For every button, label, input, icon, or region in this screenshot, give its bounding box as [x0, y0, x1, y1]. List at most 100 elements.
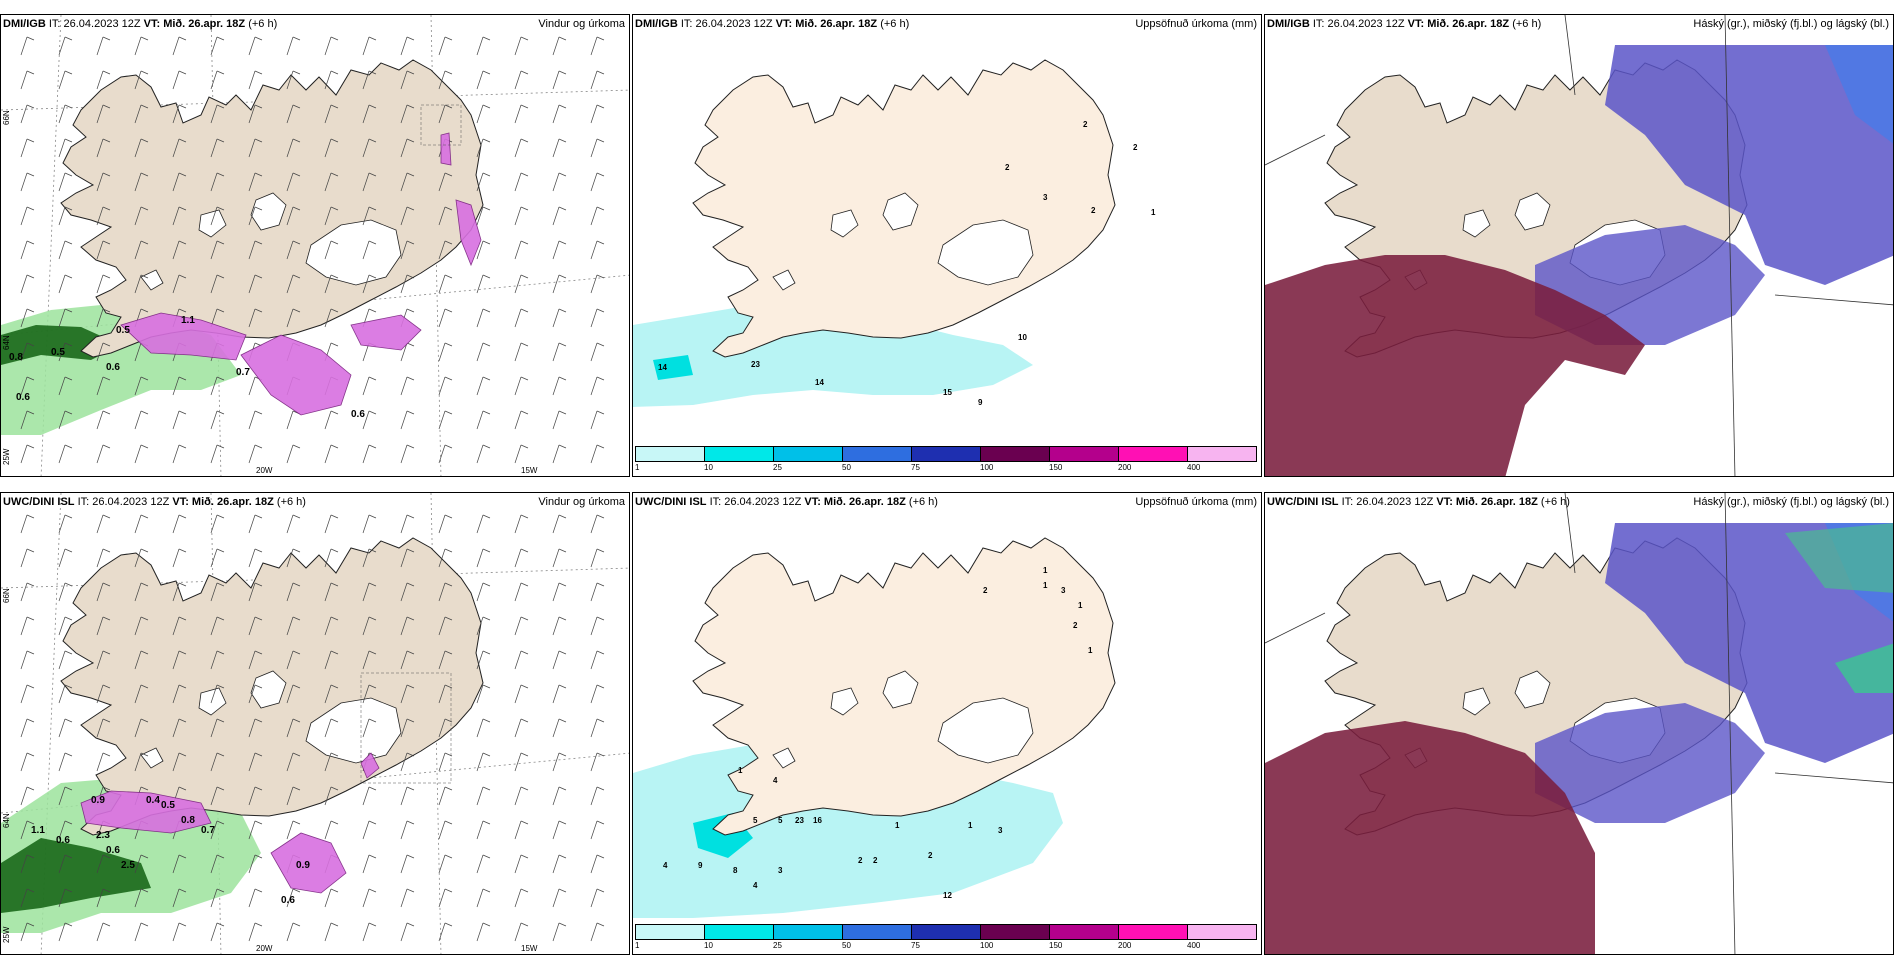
wind-barb	[590, 582, 605, 602]
wind-barb	[286, 752, 301, 772]
wind-barb	[20, 922, 35, 942]
precip-area-10	[653, 355, 693, 380]
panel-header: DMI/IGB IT: 26.04.2023 12Z VT: Mið. 26.a…	[635, 18, 910, 30]
boundary-line	[1774, 772, 1893, 784]
wind-barb	[58, 650, 73, 670]
wind-barb	[324, 206, 339, 226]
wind-barb	[248, 718, 263, 738]
wind-barb	[590, 786, 605, 806]
wind-barb	[286, 922, 301, 942]
wind-barb	[20, 514, 35, 534]
glacier	[1514, 192, 1551, 231]
value-label: 1	[895, 821, 900, 830]
wind-barb	[58, 240, 73, 260]
wind-barb	[96, 616, 111, 636]
wind-barb	[476, 548, 491, 568]
wind-barb	[96, 274, 111, 294]
wind-barb	[20, 786, 35, 806]
wind-barb	[96, 70, 111, 90]
wind-barb	[286, 582, 301, 602]
legend-label: 10	[704, 941, 713, 950]
wind-barb	[20, 444, 35, 464]
wind-barb	[476, 70, 491, 90]
wind-barb	[172, 888, 187, 908]
wind-barb	[134, 36, 149, 56]
legend-label: 25	[773, 463, 782, 472]
wind-barb	[552, 752, 567, 772]
wind-barb	[324, 308, 339, 328]
wind-barb	[286, 514, 301, 534]
wind-barb	[324, 70, 339, 90]
wind-barb	[58, 36, 73, 56]
boundary-line	[1265, 612, 1326, 644]
value-label: 0.6	[281, 895, 295, 906]
wind-barb	[58, 206, 73, 226]
wind-barb	[210, 718, 225, 738]
legend-label: 150	[1049, 463, 1063, 472]
wind-barb	[172, 854, 187, 874]
wind-barb	[210, 514, 225, 534]
wind-barb	[552, 36, 567, 56]
wind-barb	[286, 684, 301, 704]
wind-barb	[96, 410, 111, 430]
wind-barb	[362, 548, 377, 568]
wind-barb	[20, 36, 35, 56]
wind-barb	[400, 104, 415, 124]
wind-barb	[438, 308, 453, 328]
value-label: 0.4	[146, 795, 160, 806]
wind-barb	[476, 376, 491, 396]
value-label: 14	[658, 363, 667, 372]
legend-label: 50	[842, 941, 851, 950]
precip-area-light	[633, 303, 1033, 407]
high-cloud-area	[1265, 255, 1645, 476]
wind-barb	[514, 70, 529, 90]
wind-barb	[514, 514, 529, 534]
wind-barb	[514, 206, 529, 226]
wind-barb	[248, 786, 263, 806]
legend-swatch	[911, 924, 981, 940]
wind-barb	[590, 616, 605, 636]
wind-barb	[438, 104, 453, 124]
wind-barb	[476, 514, 491, 534]
wind-barb	[210, 650, 225, 670]
wind-barb	[286, 786, 301, 806]
map-uwc-cloud	[1265, 493, 1893, 954]
wind-barb	[552, 718, 567, 738]
wind-barb	[438, 616, 453, 636]
glacier	[1462, 687, 1491, 716]
legend-label: 100	[980, 941, 994, 950]
wind-barb	[134, 582, 149, 602]
wind-barb	[476, 718, 491, 738]
wind-barb	[210, 36, 225, 56]
wind-barb	[438, 582, 453, 602]
wind-barb	[362, 514, 377, 534]
value-label: 0.7	[236, 367, 250, 378]
wind-barb	[514, 36, 529, 56]
wind-barb	[324, 444, 339, 464]
wind-barb	[514, 718, 529, 738]
legend-swatch	[635, 446, 705, 462]
wind-barb	[210, 786, 225, 806]
wind-barb	[324, 820, 339, 840]
panel-title: Vindur og úrkoma	[538, 18, 625, 30]
wind-barb	[590, 172, 605, 192]
wind-barb	[286, 444, 301, 464]
wind-barb	[96, 308, 111, 328]
wind-barb	[438, 172, 453, 192]
wind-barb	[514, 616, 529, 636]
wind-barb	[58, 718, 73, 738]
wind-barb	[362, 786, 377, 806]
value-label: 2.3	[96, 830, 110, 841]
wind-barb	[476, 410, 491, 430]
wind-barb	[438, 922, 453, 942]
wind-barb	[324, 888, 339, 908]
wind-barb	[58, 444, 73, 464]
wind-barb	[590, 342, 605, 362]
wind-barb	[552, 206, 567, 226]
wind-barb	[96, 444, 111, 464]
boundary-line	[1265, 134, 1326, 166]
wind-barb	[438, 718, 453, 738]
glacier	[830, 209, 859, 238]
wind-barb	[96, 376, 111, 396]
